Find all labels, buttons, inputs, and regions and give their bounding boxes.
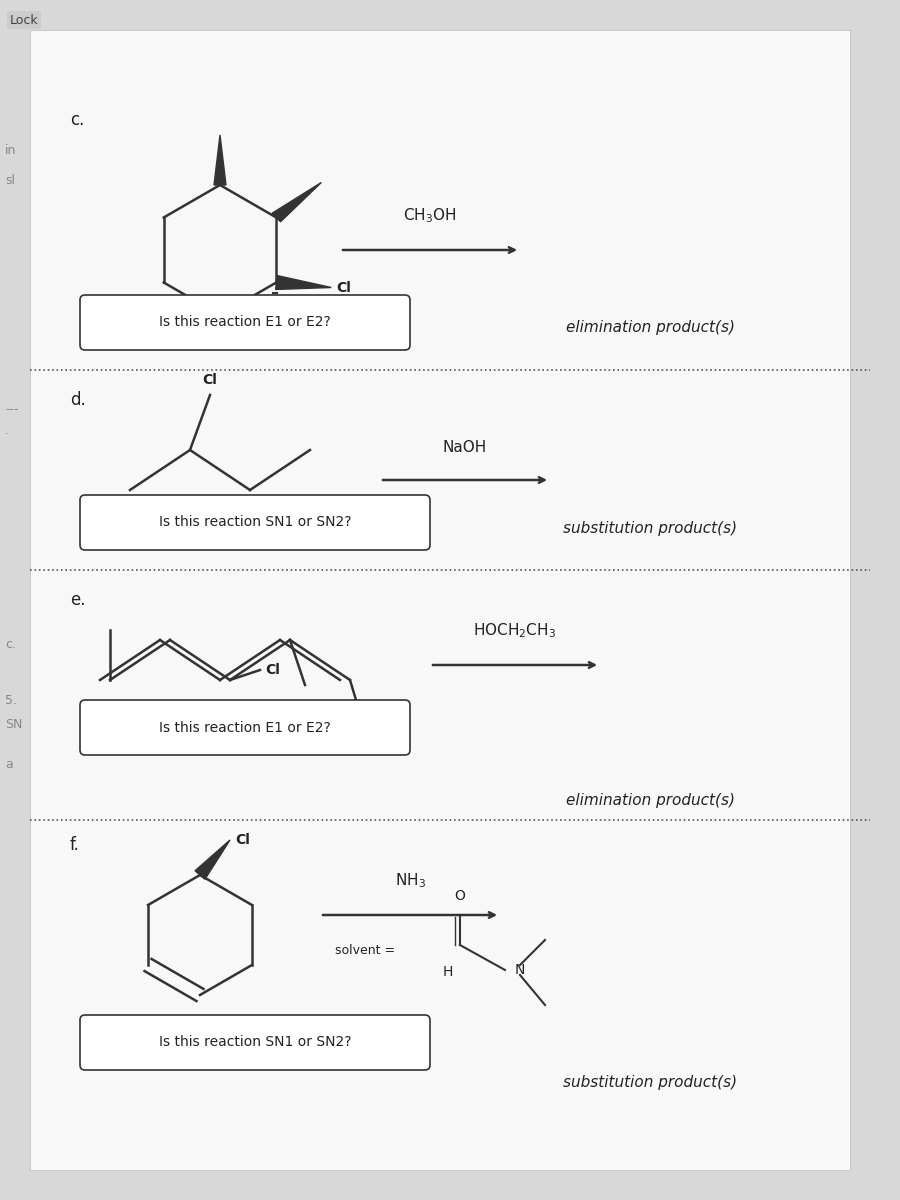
Text: Lock: Lock — [10, 13, 39, 26]
FancyBboxPatch shape — [30, 30, 850, 1170]
Text: Is this reaction SN1 or SN2?: Is this reaction SN1 or SN2? — [158, 516, 351, 529]
Text: N: N — [515, 962, 526, 977]
Text: Cl: Cl — [265, 662, 280, 677]
Polygon shape — [275, 276, 331, 289]
Text: 5.: 5. — [5, 694, 17, 707]
Text: $\mathregular{CH_3OH}$: $\mathregular{CH_3OH}$ — [403, 206, 456, 226]
Text: $\mathregular{HOCH_2CH_3}$: $\mathregular{HOCH_2CH_3}$ — [473, 622, 556, 640]
Text: in: in — [5, 144, 16, 156]
Text: f.: f. — [70, 836, 80, 854]
Text: Cl: Cl — [337, 281, 351, 294]
Text: elimination product(s): elimination product(s) — [565, 792, 734, 808]
Polygon shape — [214, 134, 226, 185]
Text: $\mathregular{NH_3}$: $\mathregular{NH_3}$ — [394, 871, 426, 890]
Text: Is this reaction SN1 or SN2?: Is this reaction SN1 or SN2? — [158, 1036, 351, 1050]
Text: substitution product(s): substitution product(s) — [562, 1074, 737, 1090]
FancyBboxPatch shape — [80, 1015, 430, 1070]
Text: H: H — [443, 965, 454, 979]
Text: c.: c. — [70, 110, 85, 128]
Text: c.: c. — [5, 638, 16, 652]
Text: Cl: Cl — [202, 373, 218, 386]
FancyBboxPatch shape — [80, 295, 410, 350]
Text: .: . — [5, 424, 9, 437]
Text: e.: e. — [70, 590, 86, 608]
Text: Cl: Cl — [235, 833, 250, 847]
Text: d.: d. — [70, 391, 86, 409]
Text: Is this reaction E1 or E2?: Is this reaction E1 or E2? — [159, 720, 331, 734]
Text: a: a — [5, 758, 13, 772]
Text: solvent =: solvent = — [335, 943, 395, 956]
Text: SN: SN — [5, 719, 22, 732]
Text: Is this reaction E1 or E2?: Is this reaction E1 or E2? — [159, 316, 331, 330]
FancyBboxPatch shape — [80, 494, 430, 550]
Polygon shape — [195, 840, 230, 880]
Text: elimination product(s): elimination product(s) — [565, 320, 734, 336]
Text: substitution product(s): substitution product(s) — [562, 521, 737, 535]
FancyBboxPatch shape — [80, 700, 410, 755]
Text: O: O — [454, 889, 465, 902]
Text: sl: sl — [5, 174, 15, 186]
Text: ---: --- — [5, 403, 19, 416]
Text: NaOH: NaOH — [443, 440, 487, 455]
Polygon shape — [272, 182, 321, 222]
